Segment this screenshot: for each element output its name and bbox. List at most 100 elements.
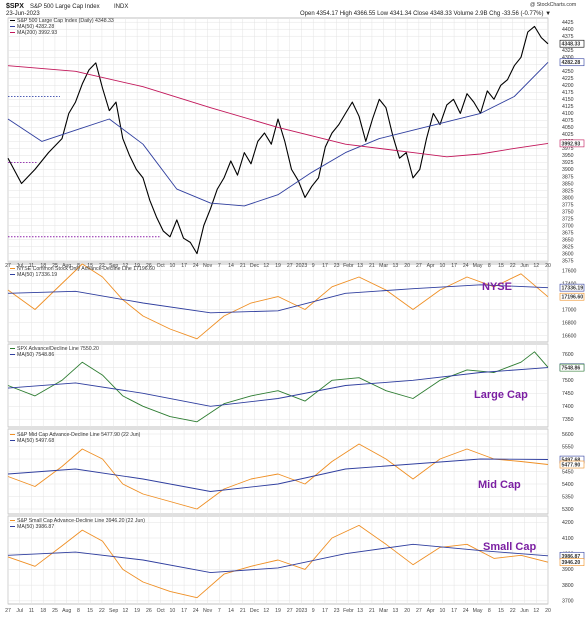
x-tick-label-mid: 27 — [287, 263, 293, 269]
x-tick-label-bottom: 17 — [322, 608, 328, 614]
x-tick-label-mid: 22 — [510, 263, 516, 269]
y-tick-label: 3700 — [562, 223, 574, 229]
panel-3: 7600755075007450740073507550.207548.86SP… — [7, 343, 585, 428]
x-tick-label-bottom: May — [473, 608, 483, 614]
y-tick-label: 4400 — [562, 27, 574, 33]
series-line-3 — [7, 65, 549, 158]
x-tick-label-mid: 15 — [87, 263, 93, 269]
x-tick-label-mid: 27 — [416, 263, 422, 269]
x-tick-label-mid: Nov — [203, 263, 213, 269]
panel-title: Mid Cap — [478, 479, 521, 491]
y-tick-label: 5600 — [562, 432, 574, 438]
x-tick-label-bottom: 22 — [510, 608, 516, 614]
x-tick-label-bottom: 27 — [5, 608, 11, 614]
series-line-2 — [7, 61, 549, 207]
x-tick-label-bottom: 10 — [169, 608, 175, 614]
y-tick-label: 3800 — [562, 195, 574, 201]
date-label: 23-Jun-2023 — [6, 11, 40, 17]
x-tick-label-bottom: 24 — [463, 608, 469, 614]
y-tick-label: 3600 — [562, 251, 574, 257]
y-tick-label: 3975 — [562, 146, 574, 152]
last-value-label: 4348.33 — [562, 42, 581, 48]
y-tick-label: 4050 — [562, 125, 574, 131]
last-value-label: 17196.60 — [562, 295, 584, 301]
series-line-2 — [7, 458, 549, 492]
x-tick-label-mid: Aug — [62, 263, 71, 269]
y-tick-label: 3800 — [562, 583, 574, 589]
y-tick-label: 4375 — [562, 34, 574, 40]
exchange-label: INDX — [114, 4, 128, 10]
legend-entry: MA(50) 3986.87 — [17, 524, 54, 530]
x-tick-label-mid: 15 — [498, 263, 504, 269]
x-tick-label-mid: 10 — [439, 263, 445, 269]
legend-entry: S&P Mid Cap Advance-Decline Line 5477.90… — [17, 432, 141, 438]
y-tick-label: 4300 — [562, 55, 574, 61]
last-value-label: 4282.28 — [562, 60, 581, 66]
last-value-label: 3946.20 — [562, 560, 581, 566]
last-value-box — [559, 139, 585, 148]
panel-title: Large Cap — [474, 389, 528, 401]
y-tick-label: 3850 — [562, 181, 574, 187]
last-value-box — [559, 283, 585, 292]
x-tick-label-bottom: 19 — [275, 608, 281, 614]
series-line-1 — [7, 263, 549, 340]
y-tick-label: 3675 — [562, 230, 574, 236]
x-tick-label-bottom: Oct — [157, 608, 166, 614]
legend-entry: SPX Advance/Decline Line 7550.20 — [17, 346, 99, 352]
y-tick-label: 4175 — [562, 90, 574, 96]
y-tick-label: 3900 — [562, 567, 574, 573]
y-tick-label: 3925 — [562, 160, 574, 166]
x-tick-label-mid: 24 — [193, 263, 199, 269]
y-tick-label: 4225 — [562, 76, 574, 82]
y-tick-label: 5550 — [562, 444, 574, 450]
x-tick-label-bottom: 25 — [52, 608, 58, 614]
y-tick-label: 5400 — [562, 482, 574, 488]
y-tick-label: 4025 — [562, 132, 574, 138]
x-tick-label-mid: Febr — [343, 263, 354, 269]
x-tick-label-mid: 17 — [181, 263, 187, 269]
legend-entry: MA(50) 7548.86 — [17, 352, 54, 358]
series-line-1 — [7, 443, 549, 510]
x-tick-label-mid: 20 — [404, 263, 410, 269]
x-tick-label-bottom: 19 — [134, 608, 140, 614]
y-tick-label: 3725 — [562, 216, 574, 222]
last-value-box — [559, 58, 585, 67]
y-tick-label: 4100 — [562, 536, 574, 542]
x-tick-label-mid: 12 — [123, 263, 129, 269]
series-line-1 — [7, 25, 549, 255]
y-tick-label: 4325 — [562, 48, 574, 54]
x-tick-label-bottom: Jun — [520, 608, 528, 614]
x-tick-label-bottom: 22 — [99, 608, 105, 614]
last-value-label: 7548.86 — [562, 366, 581, 372]
x-tick-label-mid: 21 — [369, 263, 375, 269]
x-tick-label-bottom: Dec — [250, 608, 260, 614]
legend-entry: S&P 500 Large Cap Index (Daily) 4348.33 — [17, 18, 114, 24]
x-tick-label-bottom: Apr — [427, 608, 435, 614]
index-name: S&P 500 Large Cap Index — [30, 4, 100, 10]
series-line-2 — [7, 284, 549, 314]
y-tick-label: 3750 — [562, 209, 574, 215]
x-tick-label-bottom: 8 — [488, 608, 491, 614]
y-tick-label: 7500 — [562, 378, 574, 384]
x-tick-label-bottom: 27 — [287, 608, 293, 614]
x-tick-label-bottom: 21 — [240, 608, 246, 614]
x-tick-label-bottom: 12 — [533, 608, 539, 614]
x-tick-label-mid: 12 — [533, 263, 539, 269]
y-tick-label: 4075 — [562, 118, 574, 124]
x-tick-label-bottom: Febr — [343, 608, 354, 614]
x-tick-label-bottom: 15 — [498, 608, 504, 614]
x-tick-label-bottom: 8 — [77, 608, 80, 614]
last-value-box — [559, 292, 585, 301]
y-tick-label: 4250 — [562, 69, 574, 75]
x-tick-label-bottom: 13 — [357, 608, 363, 614]
series-line-2 — [7, 367, 549, 407]
y-tick-label: 5450 — [562, 469, 574, 475]
x-tick-label-mid: 11 — [29, 263, 34, 269]
x-tick-label-mid: May — [473, 263, 483, 269]
y-tick-label: 3575 — [562, 258, 574, 264]
x-tick-label-mid: Mar — [379, 263, 388, 269]
x-tick-label-mid: 10 — [169, 263, 175, 269]
x-tick-label-mid: 19 — [275, 263, 281, 269]
